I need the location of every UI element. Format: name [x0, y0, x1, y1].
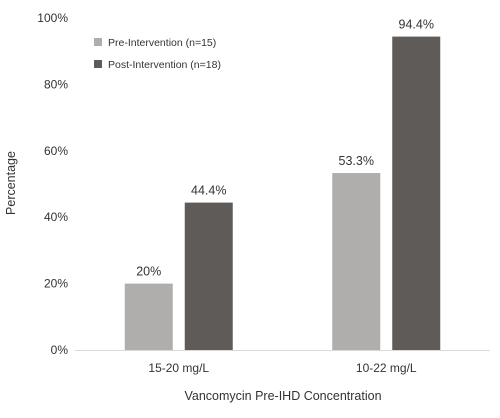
- y-tick-label: 0%: [51, 343, 69, 357]
- data-label: 53.3%: [339, 154, 374, 168]
- x-category-label: 15-20 mg/L: [148, 361, 209, 375]
- data-labels-group: 20% 44.4% 53.3% 94.4%: [136, 18, 434, 279]
- legend-label: Pre-Intervention (n=15): [108, 37, 216, 49]
- y-axis-title: Percentage: [4, 151, 18, 215]
- y-tick-label: 60%: [44, 144, 68, 158]
- data-label: 44.4%: [191, 184, 226, 198]
- legend: Pre-Intervention (n=15) Post-Intervention…: [94, 37, 221, 71]
- bar-post-intervention-2: [392, 36, 441, 350]
- bar-pre-intervention-2: [332, 173, 381, 350]
- y-tick-label: 100%: [37, 11, 68, 25]
- legend-label: Post-Intervention (n=18): [108, 59, 221, 71]
- legend-swatch: [94, 38, 102, 46]
- bars-group: [124, 36, 441, 350]
- y-tick-label: 80%: [44, 77, 68, 91]
- bar-pre-intervention-1: [124, 283, 173, 350]
- x-axis-title: Vancomycin Pre-IHD Concentration: [184, 389, 381, 403]
- category-labels-group: 15-20 mg/L 10-22 mg/L: [148, 361, 417, 375]
- legend-swatch: [94, 60, 102, 68]
- x-category-label: 10-22 mg/L: [356, 361, 417, 375]
- data-label: 20%: [136, 265, 161, 279]
- data-label: 94.4%: [399, 18, 434, 32]
- y-tick-label: 20%: [44, 277, 68, 291]
- y-tick-label: 40%: [44, 210, 68, 224]
- y-axis-ticks: 0% 20% 40% 60% 80% 100%: [37, 11, 68, 357]
- bar-post-intervention-1: [184, 202, 233, 350]
